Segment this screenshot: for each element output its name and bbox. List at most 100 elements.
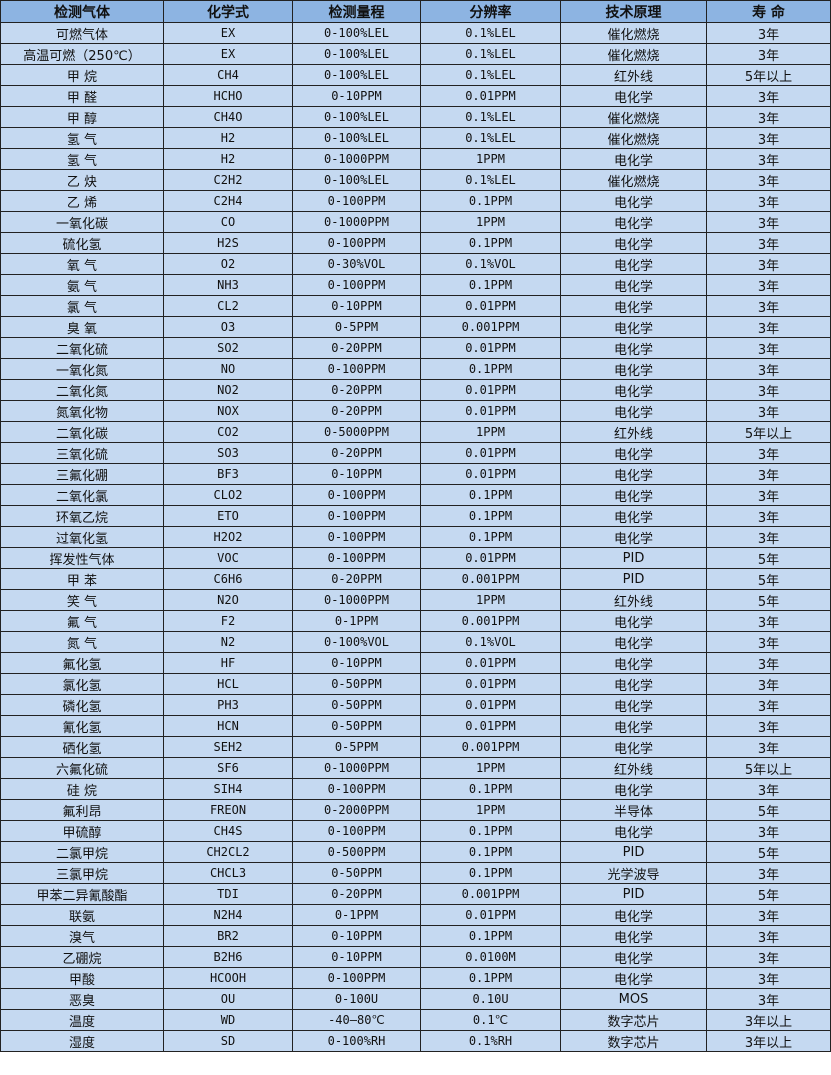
formula-cell: C6H6	[163, 568, 293, 590]
formula-cell: H2O2	[163, 526, 293, 548]
resolution-cell: 1PPM	[420, 757, 561, 779]
lifespan-cell: 5年以上	[706, 757, 831, 779]
header-gas: 检测气体	[0, 0, 164, 23]
gas-name-cell: 臭 氧	[0, 316, 164, 338]
table-row: 氯化氢 HCL 0-50PPM 0.01PPM 电化学 3年	[0, 673, 831, 695]
principle-cell: 电化学	[560, 400, 707, 422]
header-lifespan: 寿 命	[706, 0, 831, 23]
gas-name-cell: 氰化氢	[0, 715, 164, 737]
principle-cell: 数字芯片	[560, 1009, 707, 1031]
range-cell: 0-20PPM	[292, 883, 421, 905]
principle-cell: 催化燃烧	[560, 106, 707, 128]
table-row: 可燃气体 EX 0-100%LEL 0.1%LEL 催化燃烧 3年	[0, 22, 831, 44]
principle-cell: 电化学	[560, 463, 707, 485]
formula-cell: FREON	[163, 799, 293, 821]
principle-cell: 电化学	[560, 211, 707, 233]
gas-name-cell: 乙硼烷	[0, 946, 164, 968]
table-row: 氟利昂 FREON 0-2000PPM 1PPM 半导体 5年	[0, 799, 831, 821]
gas-name-cell: 氟 气	[0, 610, 164, 632]
formula-cell: C2H4	[163, 190, 293, 212]
range-cell: 0-100PPM	[292, 274, 421, 296]
range-cell: 0-5PPM	[292, 316, 421, 338]
range-cell: 0-20PPM	[292, 379, 421, 401]
lifespan-cell: 5年以上	[706, 64, 831, 86]
principle-cell: PID	[560, 568, 707, 590]
gas-name-cell: 甲酸	[0, 967, 164, 989]
range-cell: 0-100PPM	[292, 820, 421, 842]
resolution-cell: 0.1℃	[420, 1009, 561, 1031]
resolution-cell: 0.01PPM	[420, 694, 561, 716]
principle-cell: 催化燃烧	[560, 169, 707, 191]
lifespan-cell: 3年	[706, 715, 831, 737]
principle-cell: 电化学	[560, 694, 707, 716]
principle-cell: 电化学	[560, 358, 707, 380]
table-row: 氮 气 N2 0-100%VOL 0.1%VOL 电化学 3年	[0, 631, 831, 653]
resolution-cell: 0.01PPM	[420, 85, 561, 107]
resolution-cell: 0.1PPM	[420, 484, 561, 506]
range-cell: 0-500PPM	[292, 841, 421, 863]
table-row: 磷化氢 PH3 0-50PPM 0.01PPM 电化学 3年	[0, 694, 831, 716]
formula-cell: HCN	[163, 715, 293, 737]
range-cell: 0-100PPM	[292, 967, 421, 989]
gas-name-cell: 二氧化氮	[0, 379, 164, 401]
formula-cell: O3	[163, 316, 293, 338]
resolution-cell: 0.1%VOL	[420, 253, 561, 275]
lifespan-cell: 3年	[706, 337, 831, 359]
lifespan-cell: 3年	[706, 526, 831, 548]
principle-cell: 红外线	[560, 589, 707, 611]
table-row: 甲 醇 CH4O 0-100%LEL 0.1%LEL 催化燃烧 3年	[0, 106, 831, 128]
formula-cell: N2O	[163, 589, 293, 611]
gas-name-cell: 三氧化硫	[0, 442, 164, 464]
range-cell: 0-20PPM	[292, 337, 421, 359]
resolution-cell: 0.1%LEL	[420, 127, 561, 149]
lifespan-cell: 3年	[706, 694, 831, 716]
principle-cell: 电化学	[560, 484, 707, 506]
formula-cell: BF3	[163, 463, 293, 485]
gas-name-cell: 笑 气	[0, 589, 164, 611]
gas-detector-spec-table: 检测气体 化学式 检测量程 分辨率 技术原理寿 命 可燃气体 EX 0-100%LEL 0.1…	[0, 0, 831, 1052]
formula-cell: HCOOH	[163, 967, 293, 989]
principle-cell: 电化学	[560, 715, 707, 737]
formula-cell: H2	[163, 127, 293, 149]
resolution-cell: 0.1%LEL	[420, 169, 561, 191]
gas-name-cell: 温度	[0, 1009, 164, 1031]
lifespan-cell: 3年	[706, 463, 831, 485]
lifespan-cell: 3年	[706, 274, 831, 296]
resolution-cell: 0.1%RH	[420, 1030, 561, 1052]
table-row: 氯 气 CL2 0-10PPM 0.01PPM 电化学 3年	[0, 295, 831, 317]
principle-cell: 电化学	[560, 253, 707, 275]
resolution-cell: 0.1PPM	[420, 526, 561, 548]
table-row: 二氧化硫 SO2 0-20PPM 0.01PPM 电化学 3年	[0, 337, 831, 359]
range-cell: 0-5PPM	[292, 736, 421, 758]
range-cell: 0-100%LEL	[292, 43, 421, 65]
principle-cell: 红外线	[560, 757, 707, 779]
table-row: 甲 苯 C6H6 0-20PPM 0.001PPM PID 5年	[0, 568, 831, 590]
table-row: 氨 气 NH3 0-100PPM 0.1PPM 电化学 3年	[0, 274, 831, 296]
table-row: 氟 气 F2 0-1PPM 0.001PPM 电化学 3年	[0, 610, 831, 632]
gas-name-cell: 氟利昂	[0, 799, 164, 821]
gas-name-cell: 氮氧化物	[0, 400, 164, 422]
resolution-cell: 0.1PPM	[420, 967, 561, 989]
resolution-cell: 1PPM	[420, 799, 561, 821]
principle-cell: 电化学	[560, 442, 707, 464]
range-cell: 0-1000PPM	[292, 757, 421, 779]
formula-cell: EX	[163, 43, 293, 65]
principle-cell: 电化学	[560, 85, 707, 107]
lifespan-cell: 3年	[706, 148, 831, 170]
table-row: 二氯甲烷 CH2CL2 0-500PPM 0.1PPM PID 5年	[0, 841, 831, 863]
resolution-cell: 1PPM	[420, 421, 561, 443]
formula-cell: CLO2	[163, 484, 293, 506]
resolution-cell: 0.01PPM	[420, 379, 561, 401]
gas-name-cell: 溴气	[0, 925, 164, 947]
range-cell: 0-100PPM	[292, 526, 421, 548]
formula-cell: SO2	[163, 337, 293, 359]
principle-cell: 红外线	[560, 64, 707, 86]
formula-cell: NO2	[163, 379, 293, 401]
resolution-cell: 0.01PPM	[420, 442, 561, 464]
table-row: 过氧化氢 H2O2 0-100PPM 0.1PPM 电化学 3年	[0, 526, 831, 548]
gas-name-cell: 高温可燃（250℃）	[0, 43, 164, 65]
formula-cell: HCL	[163, 673, 293, 695]
resolution-cell: 0.001PPM	[420, 883, 561, 905]
lifespan-cell: 5年	[706, 547, 831, 569]
lifespan-cell: 3年	[706, 253, 831, 275]
